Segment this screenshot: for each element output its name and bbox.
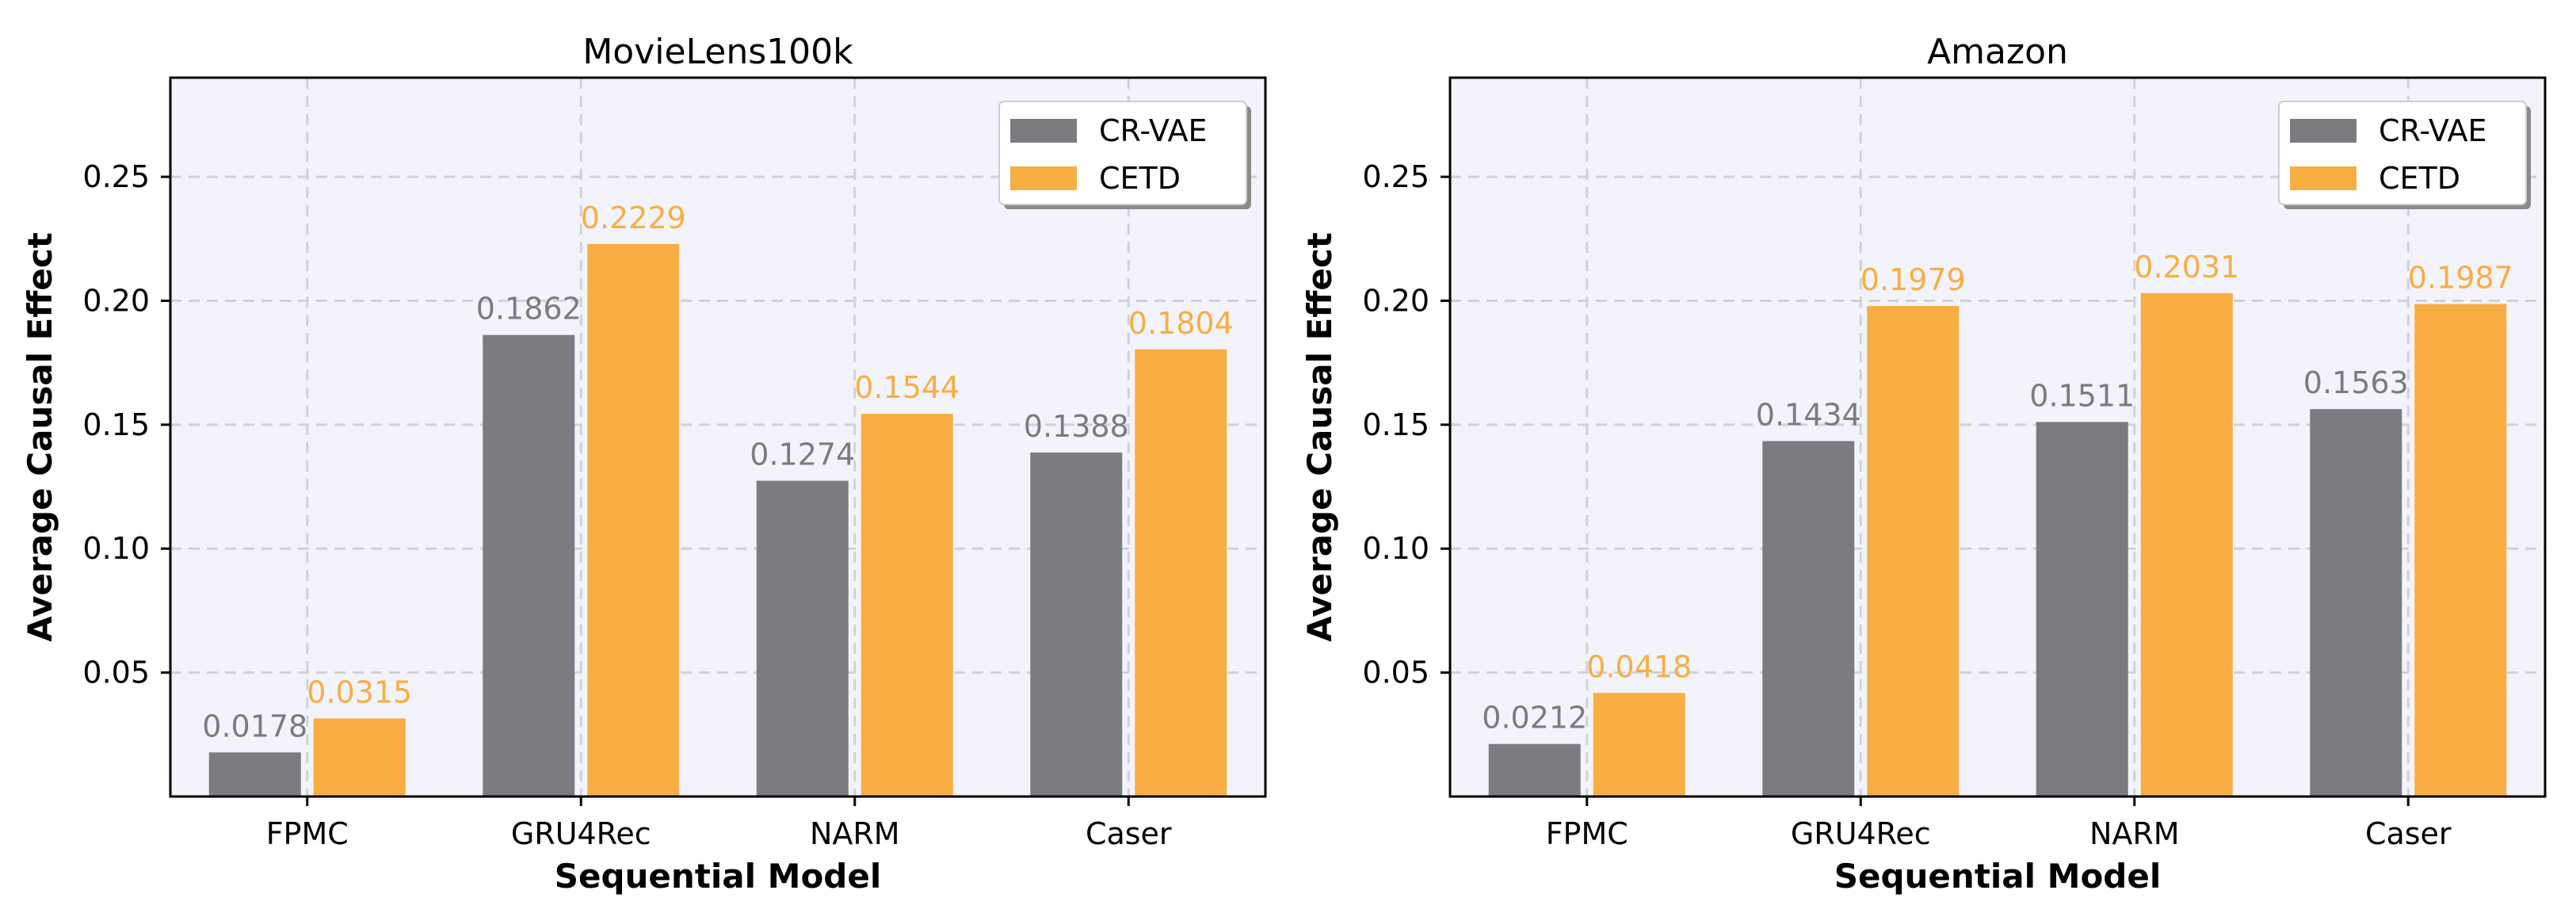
bar-cetd-fpmc <box>1593 693 1685 797</box>
axes-frame <box>1448 76 2547 798</box>
legend-label-cetd: CETD <box>1099 161 1181 196</box>
value-label-cr-vae-caser: 0.1563 <box>2303 365 2409 400</box>
value-label-cr-vae-fpmc: 0.0178 <box>202 709 307 743</box>
bar-cr-vae-narm <box>756 480 849 797</box>
bar-cr-vae-caser <box>2310 409 2402 797</box>
axes-frame <box>169 76 1267 798</box>
value-label-cr-vae-gru4rec: 0.1434 <box>1756 398 1861 433</box>
value-label-cr-vae-narm: 0.1274 <box>750 437 855 472</box>
legend-label-cr-vae: CR-VAE <box>1099 113 1207 148</box>
y-tick-label: 0.10 <box>1362 531 1429 566</box>
x-tick-label-fpmc: FPMC <box>1546 816 1628 851</box>
value-label-cetd-fpmc: 0.0315 <box>307 674 412 709</box>
value-label-cetd-caser: 0.1987 <box>2408 261 2513 296</box>
legend-swatch-cetd <box>2290 166 2357 190</box>
value-label-cetd-gru4rec: 0.2229 <box>581 201 686 235</box>
legend-swatch-cetd <box>1010 166 1077 190</box>
legend-label-cr-vae: CR-VAE <box>2379 113 2486 148</box>
y-axis-label: Average Causal Effect <box>21 232 59 642</box>
legend-swatch-cr-vae <box>1010 119 1077 143</box>
x-tick-label-caser: Caser <box>1086 816 1172 851</box>
bar-cetd-caser <box>2414 304 2507 797</box>
y-tick-label: 0.25 <box>82 159 150 194</box>
value-label-cr-vae-gru4rec: 0.1862 <box>476 292 582 327</box>
legend-swatch-cr-vae <box>2290 119 2357 143</box>
chart-panel-movielens100k: 0.0178 0.1862 0.1274 0.1388 0.0315 0.2229 0.15… <box>21 32 1267 896</box>
y-tick-label: 0.20 <box>1362 283 1429 318</box>
y-tick-label: 0.15 <box>82 407 150 442</box>
x-tick-label-narm: NARM <box>810 816 900 851</box>
chart-title: MovieLens100k <box>582 32 853 72</box>
legend-label-cetd: CETD <box>2379 161 2460 196</box>
bar-cetd-gru4rec <box>1867 306 1960 797</box>
value-label-cetd-caser: 0.1804 <box>1128 306 1234 341</box>
bar-cetd-fpmc <box>313 718 406 797</box>
y-tick-label: 0.25 <box>1362 159 1429 194</box>
x-axis-label: Sequential Model <box>1834 857 2162 896</box>
value-label-cetd-narm: 0.1544 <box>854 370 960 405</box>
bar-cr-vae-caser <box>1030 452 1123 797</box>
bar-cetd-narm <box>2140 292 2233 797</box>
x-tick-label-narm: NARM <box>2089 816 2180 851</box>
value-label-cr-vae-caser: 0.1388 <box>1024 409 1129 444</box>
bar-cr-vae-fpmc <box>208 752 301 797</box>
y-axis-label: Average Causal Effect <box>1300 232 1339 642</box>
y-tick-label: 0.10 <box>82 531 150 566</box>
bar-cr-vae-gru4rec <box>1762 441 1855 797</box>
chart-panel-amazon: 0.0212 0.1434 0.1511 0.1563 0.0418 0.1979 0.20… <box>1300 32 2547 896</box>
y-tick-label: 0.05 <box>82 655 150 690</box>
x-axis-label: Sequential Model <box>555 857 882 896</box>
x-tick-label-gru4rec: GRU4Rec <box>511 816 651 851</box>
value-label-cetd-fpmc: 0.0418 <box>1586 649 1692 684</box>
legend: CR-VAE CETD <box>2278 101 2531 209</box>
y-tick-label: 0.05 <box>1362 655 1429 690</box>
x-tick-label-caser: Caser <box>2365 816 2452 851</box>
value-label-cetd-gru4rec: 0.1979 <box>1860 262 1966 297</box>
value-label-cetd-narm: 0.2031 <box>2134 250 2239 285</box>
value-label-cr-vae-fpmc: 0.0212 <box>1482 701 1587 736</box>
x-tick-label-gru4rec: GRU4Rec <box>1791 816 1931 851</box>
bar-cetd-narm <box>861 414 953 797</box>
x-tick-label-fpmc: FPMC <box>266 816 349 851</box>
legend: CR-VAE CETD <box>998 101 1251 209</box>
chart-title: Amazon <box>1927 32 2068 72</box>
bar-cr-vae-gru4rec <box>483 334 575 797</box>
value-label-cr-vae-narm: 0.1511 <box>2029 378 2135 413</box>
bar-cr-vae-narm <box>2036 422 2128 797</box>
y-tick-label: 0.20 <box>82 283 150 318</box>
bar-cetd-gru4rec <box>587 243 680 797</box>
y-tick-label: 0.15 <box>1362 407 1429 442</box>
bar-cetd-caser <box>1135 349 1227 797</box>
bar-cr-vae-fpmc <box>1488 743 1581 797</box>
